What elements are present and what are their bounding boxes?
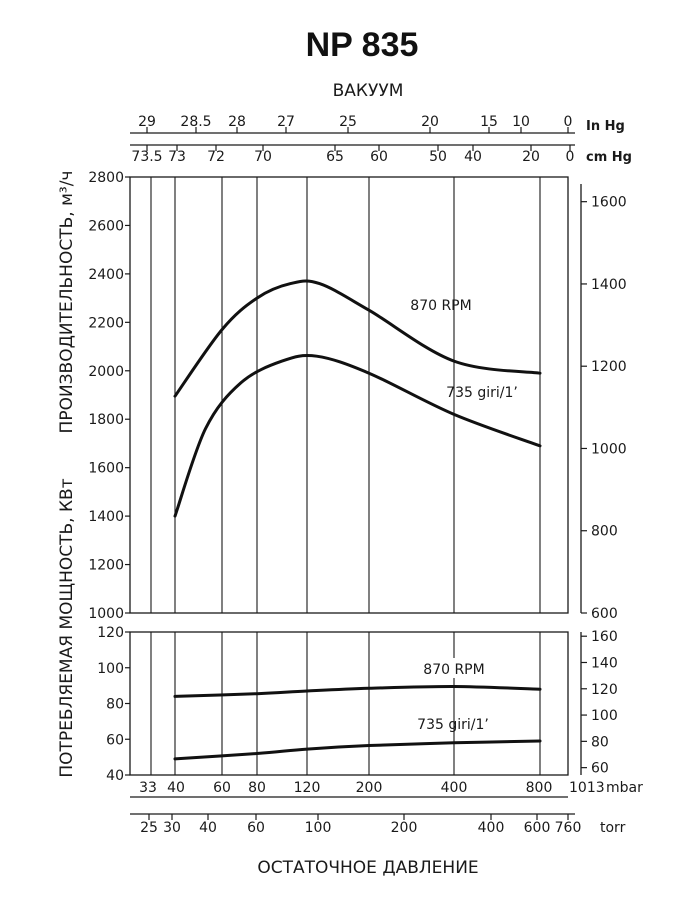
mbar-tick-label-1013: 1013 (569, 780, 605, 796)
mbar-tick-label-120: 120 (294, 780, 321, 796)
cm-hg-unit-label: cm Hg (586, 150, 632, 165)
power-ytick-label-60: 60 (106, 732, 124, 748)
in-hg-tick-label-2: 28 (228, 114, 246, 130)
capacity-ytick-label-2400: 2400 (88, 267, 124, 283)
in-hg-tick-label-4: 25 (339, 114, 357, 130)
capacity-right-tick-label-600: 600 (591, 606, 618, 622)
power-curve-735rpm (173, 739, 542, 761)
power-right-tick-label-80: 80 (591, 734, 609, 750)
cm-hg-tick-label-9: 0 (566, 149, 575, 165)
cm-hg-tick-label-0: 73.5 (131, 149, 162, 165)
power-label-870-bg (408, 658, 500, 678)
torr-tick-label-60: 60 (247, 820, 265, 836)
capacity-ytick-label-1000: 1000 (88, 606, 124, 622)
capacity-plot-frame (129, 176, 569, 614)
cm-hg-tick-label-5: 60 (370, 149, 388, 165)
torr-tick-label-40: 40 (199, 820, 217, 836)
mbar-unit-label: mbar (606, 780, 643, 796)
power-right-tick-label-100: 100 (591, 708, 618, 724)
torr-tick-label-25: 25 (140, 820, 158, 836)
cm-hg-tick-label-1: 73 (168, 149, 186, 165)
curve-labels-layer: 870 RPM 735 giri/1’ 870 RPM 735 giri/1’ (408, 298, 518, 733)
in-hg-tick-label-6: 15 (480, 114, 498, 130)
power-right-tick-label-140: 140 (591, 655, 618, 671)
capacity-right-tick-label-1400: 1400 (591, 277, 627, 293)
mbar-tick-label-60: 60 (213, 780, 231, 796)
mbar-tick-label-800: 800 (526, 780, 553, 796)
in-hg-tick-label-3: 27 (277, 114, 295, 130)
capacity-ytick-label-1400: 1400 (88, 509, 124, 525)
capacity-ytick-label-2600: 2600 (88, 218, 124, 234)
capacity-right-tick-label-1000: 1000 (591, 441, 627, 457)
capacity-ytick-label-2800: 2800 (88, 170, 124, 186)
capacity-right-tick-label-1200: 1200 (591, 359, 627, 375)
cm-hg-tick-label-2: 72 (207, 149, 225, 165)
cm-hg-tick-label-6: 50 (429, 149, 447, 165)
power-curve-label-870: 870 RPM (423, 662, 484, 678)
power-right-tick-label-120: 120 (591, 682, 618, 698)
power-curve-label-735: 735 giri/1’ (417, 717, 489, 733)
capacity-right-tick-label-800: 800 (591, 524, 618, 540)
y-axis-label-capacity: ПРОИЗВОДИТЕЛЬНОСТЬ, м³/ч (57, 171, 77, 434)
capacity-curve-735rpm (173, 353, 542, 518)
capacity-curve-label-870: 870 RPM (410, 298, 471, 314)
axes-layer: 1000120014001600180020002200240026002800… (88, 114, 643, 836)
power-ytick-label-100: 100 (97, 661, 124, 677)
power-curve-870rpm (173, 684, 542, 698)
bottom-axis-title: ОСТАТОЧНОЕ ДАВЛЕНИЕ (257, 858, 478, 878)
capacity-ytick-label-2200: 2200 (88, 315, 124, 331)
mbar-tick-label-80: 80 (248, 780, 266, 796)
power-right-tick-label-160: 160 (591, 629, 618, 645)
cm-hg-tick-label-7: 40 (464, 149, 482, 165)
torr-tick-label-400: 400 (478, 820, 505, 836)
mbar-tick-label-40: 40 (167, 780, 185, 796)
power-ytick-label-40: 40 (106, 768, 124, 784)
capacity-ytick-label-1600: 1600 (88, 461, 124, 477)
power-right-tick-label-60: 60 (591, 761, 609, 777)
mbar-tick-label-33: 33 (139, 780, 157, 796)
in-hg-tick-label-8: 0 (564, 114, 573, 130)
mbar-tick-label-200: 200 (356, 780, 383, 796)
chart-title: NP 835 (306, 26, 419, 64)
cm-hg-tick-label-8: 20 (522, 149, 540, 165)
capacity-ytick-label-1200: 1200 (88, 558, 124, 574)
power-ytick-label-120: 120 (97, 625, 124, 641)
torr-unit-label: torr (600, 820, 626, 836)
capacity-ytick-label-2000: 2000 (88, 364, 124, 380)
curves-layer (173, 279, 542, 761)
capacity-curve-label-735: 735 giri/1’ (446, 385, 518, 401)
torr-tick-label-30: 30 (163, 820, 181, 836)
mbar-tick-label-400: 400 (441, 780, 468, 796)
top-axis-title: ВАКУУМ (333, 81, 404, 101)
in-hg-tick-label-0: 29 (138, 114, 156, 130)
power-plot-frame (129, 631, 569, 776)
capacity-ytick-label-1800: 1800 (88, 412, 124, 428)
power-ytick-label-80: 80 (106, 697, 124, 713)
torr-tick-label-200: 200 (391, 820, 418, 836)
in-hg-tick-label-1: 28.5 (180, 114, 211, 130)
in-hg-tick-label-5: 20 (421, 114, 439, 130)
in-hg-unit-label: In Hg (586, 119, 625, 134)
y-axis-label-power: ПОТРЕБЛЯЕМАЯ МОЩНОСТЬ, КВт (57, 478, 77, 777)
in-hg-tick-label-7: 10 (512, 114, 530, 130)
cm-hg-tick-label-3: 70 (254, 149, 272, 165)
torr-tick-label-600: 600 (524, 820, 551, 836)
torr-tick-label-760: 760 (555, 820, 582, 836)
capacity-curve-870rpm (173, 279, 542, 398)
torr-tick-label-100: 100 (305, 820, 332, 836)
capacity-right-tick-label-1600: 1600 (591, 195, 627, 211)
cm-hg-tick-label-4: 65 (326, 149, 344, 165)
